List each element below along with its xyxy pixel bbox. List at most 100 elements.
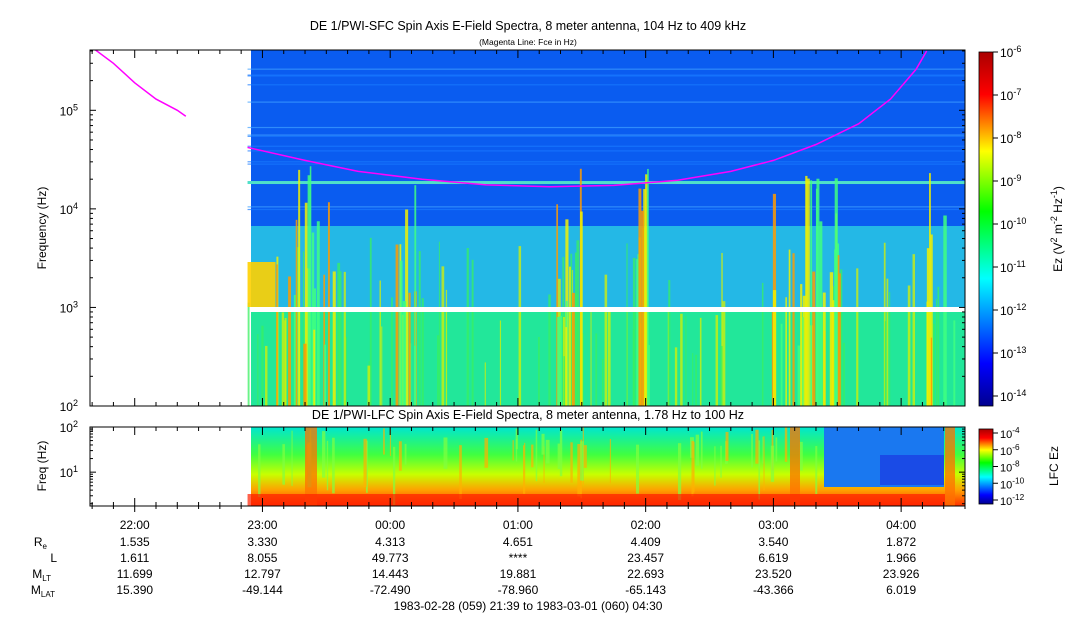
lfc-burst xyxy=(714,446,716,486)
sfc-burst xyxy=(247,302,250,406)
lfc-burst xyxy=(326,440,329,491)
sfc-stripe xyxy=(247,206,965,208)
lfc-burst xyxy=(700,431,703,469)
sfc-burst xyxy=(421,298,424,406)
lfc-burst xyxy=(720,445,722,478)
ephemeris-value: 23.457 xyxy=(627,551,664,565)
sfc-colorbar-label-part: m xyxy=(1051,224,1065,237)
ephemeris-value: -49.144 xyxy=(242,583,283,597)
sfc-burst xyxy=(932,323,935,406)
lfc-blank-region xyxy=(90,427,251,506)
lfc-burst xyxy=(484,437,489,468)
lfc-colorbar-tick-label-base: 10 xyxy=(1000,496,1012,508)
sfc-burst xyxy=(548,294,551,406)
sfc-y-tick-label-exp: 3 xyxy=(73,299,78,309)
lfc-spectrogram xyxy=(90,427,965,506)
sfc-hot-burst xyxy=(638,188,642,406)
lfc-burst xyxy=(363,438,367,488)
lfc-y-tick-label-exp: 1 xyxy=(73,464,78,474)
lfc-burst xyxy=(332,437,335,494)
ephemeris-row-label-sub: LAT xyxy=(41,590,55,599)
sfc-burst xyxy=(601,359,604,406)
ephemeris-value: 8.055 xyxy=(247,551,277,565)
lfc-colorbar-tick-label-exp: -12 xyxy=(1012,493,1024,502)
ephemeris-value: 3.330 xyxy=(247,535,277,549)
sfc-colorbar-tick-label: 10-10 xyxy=(1000,216,1026,232)
sfc-hot-burst xyxy=(772,290,777,406)
sfc-hot-burst xyxy=(834,178,838,406)
sfc-hot-burst xyxy=(926,301,929,406)
sfc-burst xyxy=(337,262,341,406)
sfc-burst xyxy=(576,240,580,406)
sfc-hot-burst xyxy=(327,202,330,406)
sfc-hot-burst xyxy=(296,247,300,406)
sfc-burst xyxy=(889,292,891,406)
ephemeris-value: 4.651 xyxy=(503,535,533,549)
sfc-burst xyxy=(345,336,348,406)
sfc-stripe xyxy=(247,135,965,137)
time-axis: 22:00 23:00 00:00 01:00 02:00 03:00 04:00 xyxy=(91,50,966,532)
sfc-stripe xyxy=(247,101,965,103)
lfc-y-tick-label-base: 10 xyxy=(60,466,74,480)
lfc-colorbar-tick-label-base: 10 xyxy=(1000,479,1012,491)
sfc-burst xyxy=(302,251,305,406)
lfc-burst xyxy=(322,431,326,478)
lfc-colorbar-tick-label-exp: -6 xyxy=(1012,443,1020,452)
lfc-colorbar-tick-label-base: 10 xyxy=(1000,429,1012,441)
sfc-burst xyxy=(632,329,635,406)
lfc-burst xyxy=(559,429,563,477)
sfc-hot-burst xyxy=(304,202,308,406)
lfc-y-axis-label: Freq (Hz) xyxy=(35,441,49,492)
lfc-burst xyxy=(523,445,525,494)
sfc-colorbar-ticks: 10-610-710-810-910-1010-1110-1210-1310-1… xyxy=(993,44,1026,404)
ephemeris-value: 23.520 xyxy=(755,567,792,581)
sfc-burst xyxy=(604,274,608,406)
sfc-burst xyxy=(912,254,916,406)
sfc-hot-burst xyxy=(802,295,807,406)
lfc-burst xyxy=(282,444,285,485)
sfc-y-tick-label-exp: 5 xyxy=(73,102,78,112)
lfc-burst xyxy=(512,440,514,461)
sfc-burst xyxy=(257,334,259,406)
sfc-hot-burst xyxy=(636,259,638,406)
sfc-colorbar-tick-label-base: 10 xyxy=(1000,46,1014,60)
sfc-hot-burst xyxy=(792,253,795,406)
lfc-burst xyxy=(545,439,550,464)
sfc-burst xyxy=(369,237,372,406)
lfc-burst xyxy=(543,446,545,483)
sfc-stripe xyxy=(247,84,965,86)
sfc-hot-burst xyxy=(316,221,320,406)
lfc-colorbar-tick-label: 10-8 xyxy=(1000,460,1020,475)
lfc-burst xyxy=(580,441,584,481)
sfc-colorbar-label-part: 2 xyxy=(1049,238,1059,243)
sfc-burst xyxy=(499,320,502,406)
lfc-burst xyxy=(365,440,368,493)
sfc-burst xyxy=(367,365,371,406)
lfc-burst xyxy=(691,440,694,497)
sfc-burst xyxy=(436,335,440,406)
sfc-hot-burst xyxy=(838,273,841,406)
ephemeris-value: 23.926 xyxy=(883,567,920,581)
lfc-colorbar-tick-label: 10-12 xyxy=(1000,493,1025,508)
lfc-colorbar xyxy=(978,428,994,505)
sfc-burst xyxy=(935,299,938,406)
top-panel-subtitle: (Magenta Line: Fce in Hz) xyxy=(479,37,577,47)
lfc-burst xyxy=(609,439,611,484)
lfc-burst xyxy=(383,428,385,455)
lfc-burst xyxy=(258,444,261,498)
ephemeris-value: 19.881 xyxy=(500,567,537,581)
lfc-colorbar-tick-label: 10-6 xyxy=(1000,443,1020,458)
time-tick-label: 01:00 xyxy=(503,518,533,532)
lfc-burst xyxy=(636,444,640,494)
top-panel-title: DE 1/PWI-SFC Spin Axis E-Field Spectra, … xyxy=(310,19,746,33)
ephemeris-value: 11.699 xyxy=(117,567,153,581)
lfc-burst xyxy=(751,434,753,468)
sfc-hot-burst xyxy=(324,344,327,406)
sfc-hot-burst xyxy=(571,292,575,406)
fce-line xyxy=(247,50,928,188)
lfc-burst xyxy=(799,441,803,471)
sfc-hot-burst xyxy=(977,210,979,406)
lfc-burst xyxy=(695,434,700,466)
sfc-colorbar xyxy=(978,51,994,407)
